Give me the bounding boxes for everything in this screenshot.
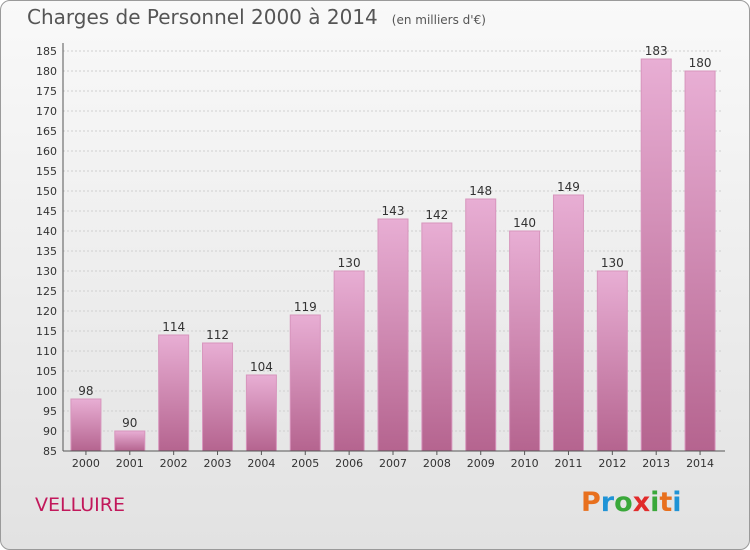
- x-tick-label-2004: 2004: [247, 457, 275, 470]
- bars: 98 90 114 112 104 119 130 143 142 148 140 149 130 183…: [70, 44, 716, 452]
- y-tick-label: 140: [36, 225, 57, 238]
- data-label-2005: 119: [294, 300, 317, 314]
- x-tick-label-2013: 2013: [642, 457, 670, 470]
- bar-2011: [552, 194, 584, 452]
- y-tick-label: 165: [36, 125, 57, 138]
- y-tick-label: 155: [36, 165, 57, 178]
- x-tick-label-2007: 2007: [379, 457, 407, 470]
- y-tick-label: 145: [36, 205, 57, 218]
- y-tick-label: 125: [36, 285, 57, 298]
- data-label-2009: 148: [469, 184, 492, 198]
- y-tick-label: 105: [36, 365, 57, 378]
- data-label-2006: 130: [338, 256, 361, 270]
- bar-2005: [289, 314, 321, 452]
- chart-title: Charges de Personnel 2000 à 2014 (en mill…: [27, 5, 486, 29]
- y-tick-label: 120: [36, 305, 57, 318]
- chart-unit: (en milliers d'€): [391, 13, 486, 27]
- logo-letter: r: [600, 487, 615, 518]
- data-label-2003: 112: [206, 328, 229, 342]
- x-tick-label-2000: 2000: [72, 457, 100, 470]
- y-tick-label: 100: [36, 385, 57, 398]
- logo-letter: o: [614, 487, 633, 518]
- y-tick-label: 90: [43, 425, 57, 438]
- bar-2007: [377, 218, 409, 452]
- bar-2002: [158, 334, 190, 452]
- logo-letter: P: [581, 487, 601, 518]
- x-tick-label-2014: 2014: [686, 457, 714, 470]
- data-label-2004: 104: [250, 360, 273, 374]
- y-tick-label: 170: [36, 105, 57, 118]
- bar-2009: [465, 198, 497, 452]
- x-tick-label-2010: 2010: [511, 457, 539, 470]
- bar-2012: [596, 270, 628, 452]
- bar-2000: [70, 398, 102, 452]
- y-tick-label: 130: [36, 265, 57, 278]
- data-label-2001: 90: [122, 416, 137, 430]
- y-tick-label: 185: [36, 45, 57, 58]
- bar-2010: [509, 230, 541, 452]
- x-tick-label-2002: 2002: [160, 457, 188, 470]
- bar-2008: [421, 222, 453, 452]
- x-tick-label-2003: 2003: [204, 457, 232, 470]
- proxiti-logo: Proxiti: [581, 487, 682, 518]
- y-tick-label: 110: [36, 345, 57, 358]
- bar-2004: [245, 374, 277, 452]
- y-tick-label: 175: [36, 85, 57, 98]
- bar-2014: [684, 70, 716, 452]
- y-tick-label: 95: [43, 405, 57, 418]
- logo-letter: t: [659, 487, 673, 518]
- bar-2001: [114, 430, 146, 452]
- data-label-2010: 140: [513, 216, 536, 230]
- bar-2003: [202, 342, 234, 452]
- y-tick-label: 150: [36, 185, 57, 198]
- data-label-2002: 114: [162, 320, 185, 334]
- chart-title-text: Charges de Personnel 2000 à 2014: [27, 5, 378, 29]
- x-tick-label-2012: 2012: [598, 457, 626, 470]
- data-label-2000: 98: [78, 384, 93, 398]
- data-label-2013: 183: [645, 44, 668, 58]
- y-tick-label: 115: [36, 325, 57, 338]
- data-label-2012: 130: [601, 256, 624, 270]
- data-label-2008: 142: [425, 208, 448, 222]
- x-tick-label-2009: 2009: [467, 457, 495, 470]
- y-tick-label: 180: [36, 65, 57, 78]
- data-label-2007: 143: [382, 204, 405, 218]
- bar-2013: [640, 58, 672, 452]
- y-tick-label: 85: [43, 445, 57, 458]
- bar-2006: [333, 270, 365, 452]
- data-label-2011: 149: [557, 180, 580, 194]
- x-tick-label-2011: 2011: [554, 457, 582, 470]
- y-tick-label: 160: [36, 145, 57, 158]
- logo-letter: i: [672, 487, 682, 518]
- axes: 85 90 95 100 105 110 115 120 125 130 135 140 145 150 1…: [36, 43, 725, 470]
- x-tick-label-2001: 2001: [116, 457, 144, 470]
- y-tick-label: 135: [36, 245, 57, 258]
- data-label-2014: 180: [689, 56, 712, 70]
- logo-letter: x: [632, 487, 651, 518]
- logo-letter: i: [650, 487, 660, 518]
- x-tick-label-2005: 2005: [291, 457, 319, 470]
- x-tick-label-2008: 2008: [423, 457, 451, 470]
- commune-name: VELLUIRE: [35, 494, 125, 516]
- x-tick-label-2006: 2006: [335, 457, 363, 470]
